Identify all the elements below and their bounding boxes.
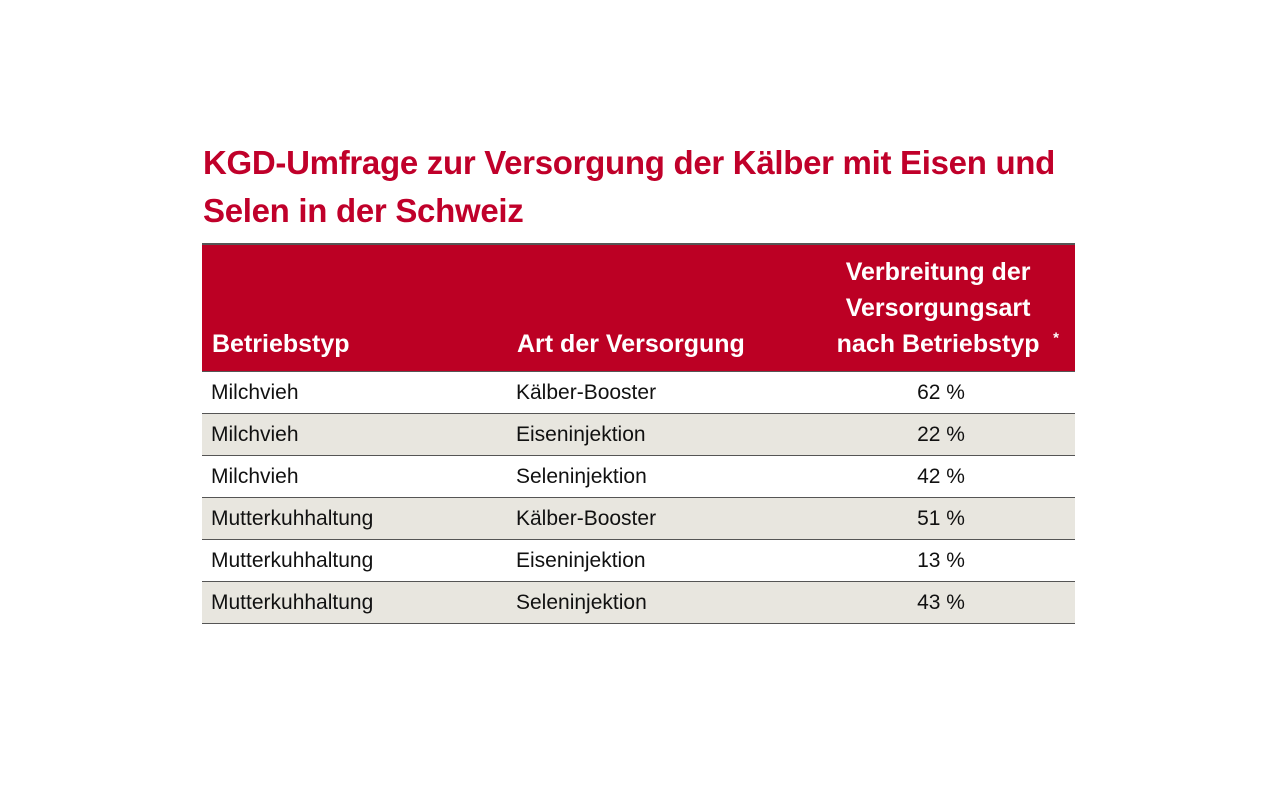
cell-betriebstyp: Milchvieh bbox=[202, 371, 507, 414]
cell-betriebstyp: Mutterkuhhaltung bbox=[202, 539, 507, 582]
table-row: Mutterkuhhaltung Eiseninjektion 13 % bbox=[202, 539, 1075, 582]
table-header-row: Betriebstyp Art der Versorgung Verbreitu… bbox=[202, 243, 1075, 372]
cell-verbreitung: 22 % bbox=[817, 413, 1075, 456]
page-title: KGD-Umfrage zur Versorgung der Kälber mi… bbox=[203, 144, 1056, 229]
cell-betriebstyp: Mutterkuhhaltung bbox=[202, 497, 507, 540]
table-row: Milchvieh Kälber-Booster 62 % bbox=[202, 371, 1075, 414]
cell-art: Seleninjektion bbox=[507, 455, 817, 498]
footnote-mark: * bbox=[1053, 329, 1059, 347]
table-row: Milchvieh Seleninjektion 42 % bbox=[202, 455, 1075, 498]
header-art: Art der Versorgung bbox=[507, 243, 817, 372]
cell-verbreitung: 42 % bbox=[817, 455, 1075, 498]
data-table: Betriebstyp Art der Versorgung Verbreitu… bbox=[202, 243, 1075, 624]
cell-verbreitung: 51 % bbox=[817, 497, 1075, 540]
table-row: Mutterkuhhaltung Kälber-Booster 51 % bbox=[202, 497, 1075, 540]
cell-art: Eiseninjektion bbox=[507, 413, 817, 456]
header-verbreitung-text: Verbreitung der Versorgungsart nach Betr… bbox=[836, 258, 1040, 358]
cell-verbreitung: 13 % bbox=[817, 539, 1075, 582]
cell-art: Eiseninjektion bbox=[507, 539, 817, 582]
cell-verbreitung: 62 % bbox=[817, 371, 1075, 414]
cell-verbreitung: 43 % bbox=[817, 581, 1075, 624]
cell-betriebstyp: Milchvieh bbox=[202, 413, 507, 456]
header-verbreitung: Verbreitung der Versorgungsart nach Betr… bbox=[817, 243, 1075, 372]
cell-art: Kälber-Booster bbox=[507, 371, 817, 414]
table-row: Mutterkuhhaltung Seleninjektion 43 % bbox=[202, 581, 1075, 624]
table-row: Milchvieh Eiseninjektion 22 % bbox=[202, 413, 1075, 456]
cell-art: Seleninjektion bbox=[507, 581, 817, 624]
cell-betriebstyp: Milchvieh bbox=[202, 455, 507, 498]
header-betriebstyp: Betriebstyp bbox=[202, 243, 507, 372]
cell-art: Kälber-Booster bbox=[507, 497, 817, 540]
cell-betriebstyp: Mutterkuhhaltung bbox=[202, 581, 507, 624]
